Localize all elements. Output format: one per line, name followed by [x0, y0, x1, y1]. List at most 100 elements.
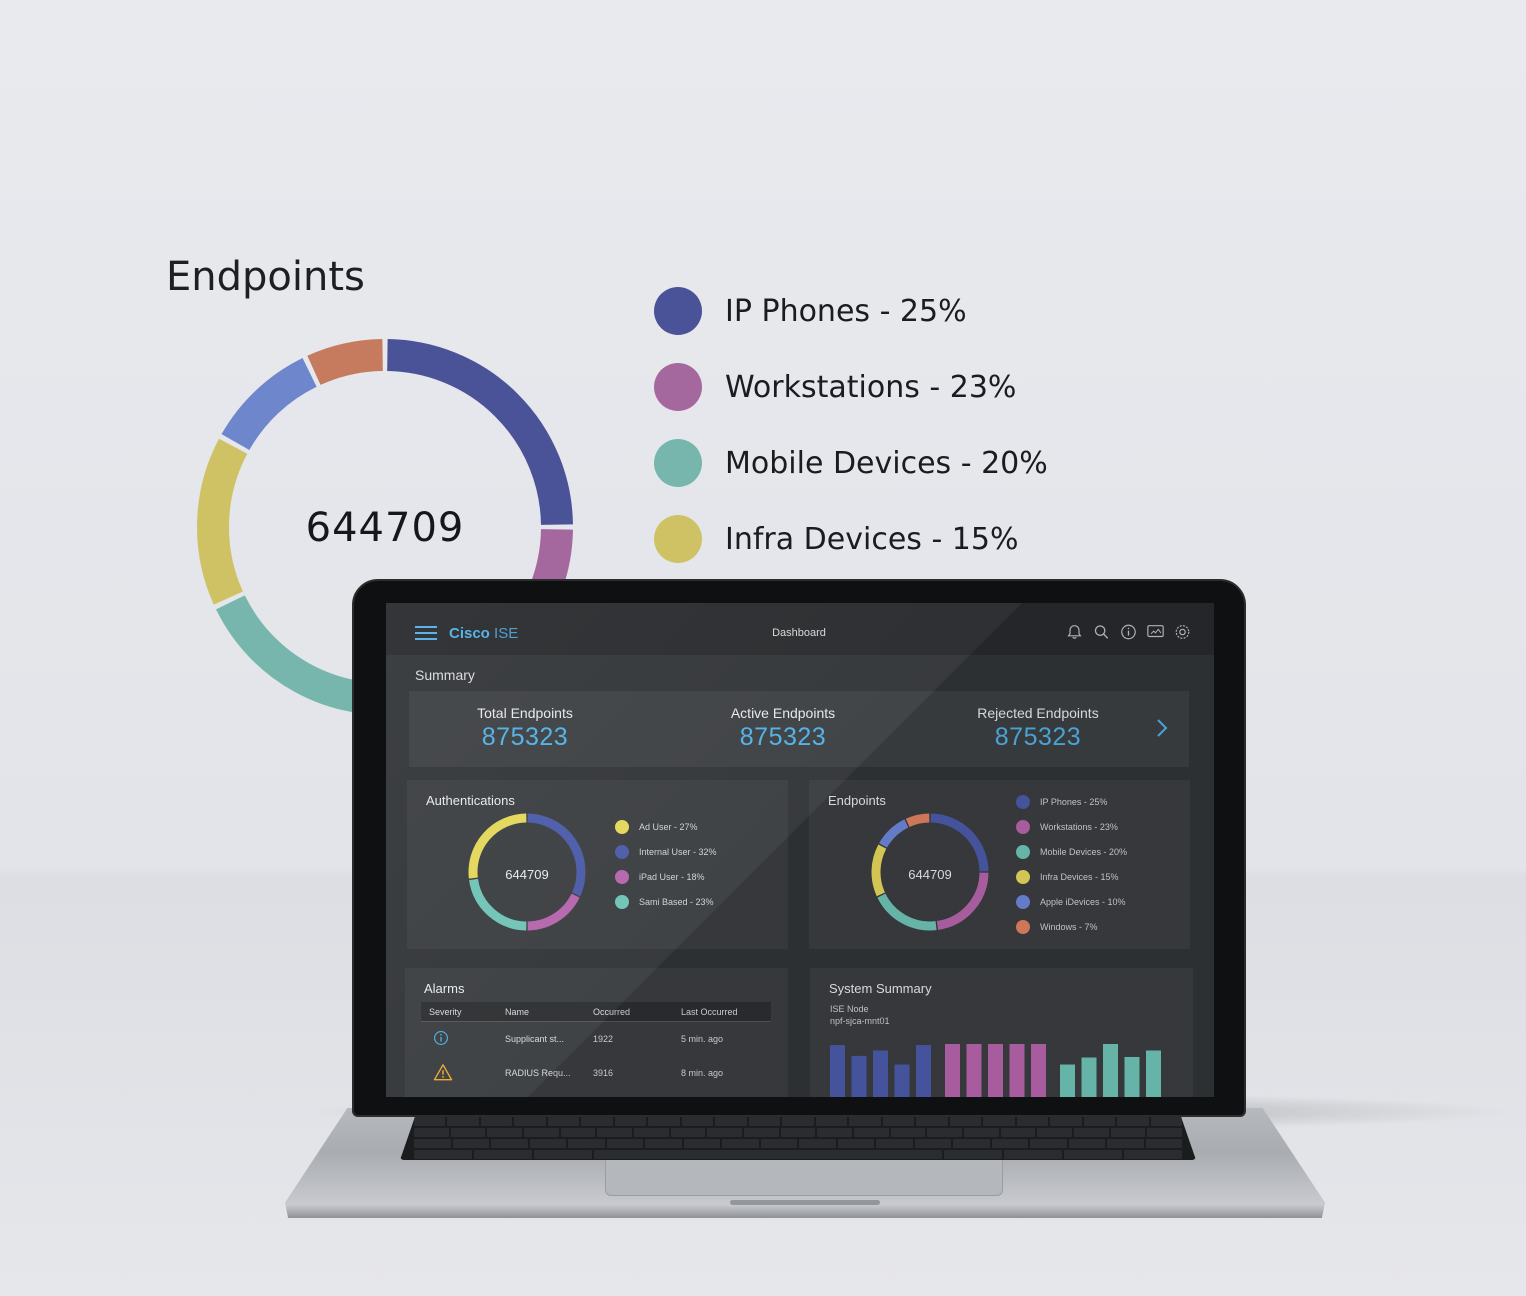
donut-segment — [386, 339, 573, 526]
page-title: Dashboard — [772, 627, 826, 639]
bar — [1060, 1064, 1075, 1097]
warning-icon — [433, 1064, 453, 1081]
legend-dot — [1016, 820, 1030, 834]
node-label: ISE Node — [830, 1004, 869, 1014]
panel-title: Authentications — [426, 793, 515, 808]
legend-label: Workstations - 23% — [1040, 822, 1118, 832]
legend-dot — [615, 870, 629, 884]
hero-legend-item: Mobile Devices - 20% — [654, 439, 1048, 487]
legend-item: Ad User - 27% — [615, 819, 717, 835]
legend-dot — [654, 287, 702, 335]
panel-title: Alarms — [424, 981, 465, 996]
legend-label: IP Phones - 25% — [725, 293, 967, 329]
laptop-keyboard — [400, 1114, 1196, 1160]
legend-label: Mobile Devices - 20% — [725, 445, 1048, 481]
legend-dot — [615, 895, 629, 909]
legend-item: Workstations - 23% — [1016, 819, 1127, 835]
column-header[interactable]: Occurred — [593, 1006, 631, 1017]
legend-item: Infra Devices - 15% — [1016, 869, 1127, 885]
column-header[interactable]: Name — [505, 1006, 530, 1017]
column-header[interactable]: Last Occurred — [681, 1006, 738, 1017]
legend-dot — [654, 363, 702, 411]
system-bar-chart — [830, 1044, 1161, 1097]
system-summary-panel: System Summary ISE Node npf-sjca-mnt01 — [810, 968, 1193, 1097]
severity-cell — [421, 1063, 505, 1083]
column-header[interactable]: Severity — [429, 1006, 462, 1017]
donut-segment — [905, 813, 930, 828]
legend-dot — [1016, 920, 1030, 934]
bar — [873, 1050, 888, 1097]
endpoints-donut-chart — [871, 813, 989, 931]
gear-icon[interactable] — [1173, 623, 1192, 641]
stat-title: Active Endpoints — [730, 705, 836, 721]
donut-segment — [527, 813, 586, 897]
legend-dot — [654, 439, 702, 487]
bar — [830, 1045, 845, 1097]
legend-dot — [615, 820, 629, 834]
bar — [945, 1044, 960, 1097]
laptop-trackpad — [605, 1160, 1003, 1196]
bar — [1146, 1050, 1161, 1097]
hamburger-menu-icon[interactable] — [415, 626, 437, 640]
bar — [1031, 1044, 1046, 1097]
alarm-occurred: 3916 — [593, 1068, 614, 1078]
summary-heading: Summary — [415, 667, 475, 683]
legend-label: Ad User - 27% — [639, 822, 698, 832]
authentications-panel: Authentications 644709 Ad User - 27% Int… — [407, 780, 788, 949]
info-icon[interactable] — [1119, 623, 1138, 641]
bar — [916, 1045, 931, 1097]
legend-item: Sami Based - 23% — [615, 894, 717, 910]
key-row — [400, 1117, 1196, 1126]
key-row — [400, 1139, 1196, 1148]
legend-label: Windows - 7% — [1040, 922, 1098, 932]
legend-label: Infra Devices - 15% — [725, 521, 1019, 557]
legend-dot — [1016, 870, 1030, 884]
topbar-icons — [1065, 623, 1192, 641]
hero-center-value: 644709 — [305, 505, 465, 551]
stat-title: Total Endpoints — [477, 705, 573, 721]
hero-legend: IP Phones - 25% Workstations - 23% Mobil… — [654, 287, 1048, 591]
monitor-icon[interactable] — [1146, 623, 1165, 641]
alarms-panel: Alarms Severity Name Occurred Last Occur… — [405, 968, 788, 1097]
table-row[interactable]: RADIUS Requ... 3916 8 min. ago — [421, 1056, 771, 1090]
legend-item: IP Phones - 25% — [1016, 794, 1127, 810]
donut-center-value: 644709 — [505, 867, 549, 882]
legend-item: Internal User - 32% — [615, 844, 717, 860]
node-info: ISE Node npf-sjca-mnt01 — [830, 1003, 890, 1027]
table-header: Severity Name Occurred Last Occurred — [421, 1002, 771, 1022]
hero-legend-item: Infra Devices - 15% — [654, 515, 1048, 563]
hero-legend-item: IP Phones - 25% — [654, 287, 1048, 335]
stat-active-endpoints[interactable]: Active Endpoints 875323 — [683, 705, 883, 752]
severity-cell — [421, 1030, 505, 1048]
legend-dot — [1016, 795, 1030, 809]
chevron-right-icon[interactable] — [1155, 717, 1169, 739]
stat-total-endpoints[interactable]: Total Endpoints 875323 — [425, 705, 625, 752]
legend-dot — [1016, 845, 1030, 859]
donut-segment — [197, 438, 248, 605]
donut-segment — [307, 339, 384, 386]
bar — [988, 1044, 1003, 1097]
legend-dot — [1016, 895, 1030, 909]
laptop-notch — [730, 1200, 880, 1205]
legend-label: Workstations - 23% — [725, 369, 1017, 405]
bell-icon[interactable] — [1065, 623, 1084, 641]
donut-segment — [879, 819, 909, 848]
legend-label: IP Phones - 25% — [1040, 797, 1108, 807]
stat-value: 875323 — [994, 723, 1082, 751]
donut-segment — [221, 358, 317, 451]
dashboard-screen: Cisco ISE Dashboard Summary Total Endpoi… — [386, 603, 1214, 1097]
bar — [1009, 1044, 1025, 1097]
search-icon[interactable] — [1092, 623, 1111, 641]
brand-logo[interactable]: Cisco ISE — [449, 625, 518, 642]
stat-rejected-endpoints[interactable]: Rejected Endpoints 875323 — [938, 705, 1138, 752]
authentications-donut-chart — [468, 813, 586, 931]
donut-segment — [527, 893, 580, 931]
panel-title: Endpoints — [828, 793, 886, 808]
table-row[interactable]: Supplicant st... 1922 5 min. ago — [421, 1022, 771, 1056]
donut-center-value: 644709 — [908, 867, 952, 882]
hero-title: Endpoints — [166, 254, 365, 300]
panel-title: System Summary — [829, 981, 932, 996]
endpoints-legend: IP Phones - 25% Workstations - 23% Mobil… — [1016, 794, 1127, 944]
alarm-occurred: 1922 — [593, 1034, 614, 1044]
donut-segment — [871, 844, 887, 897]
